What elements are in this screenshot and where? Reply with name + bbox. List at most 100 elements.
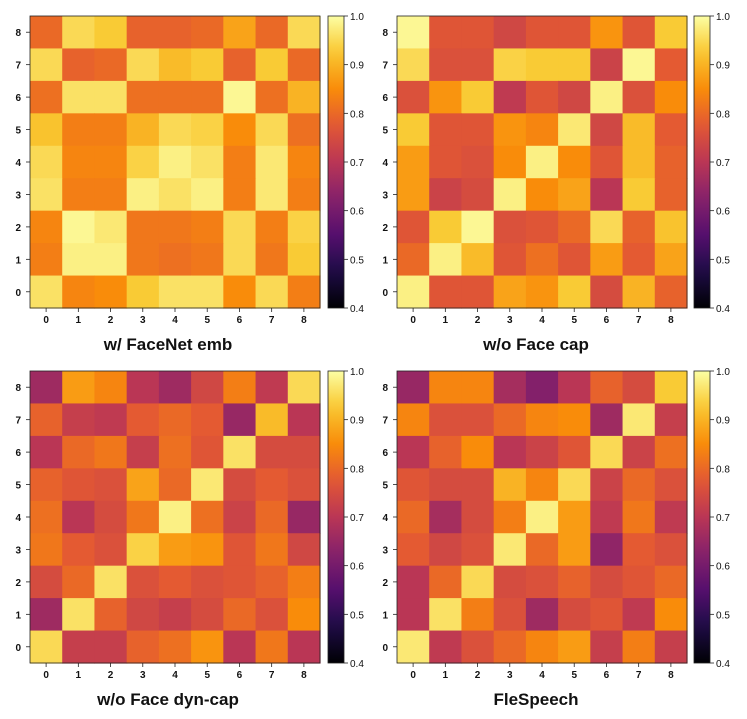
heatmap-cell: [255, 533, 289, 567]
heatmap-cell: [287, 16, 321, 50]
heatmap-cell: [287, 48, 321, 82]
heatmap-cell: [287, 630, 321, 664]
y-tick-label: 4: [15, 158, 21, 169]
heatmap-cells: [30, 16, 321, 309]
heatmap-cell: [461, 113, 495, 147]
x-tick-label: 2: [108, 670, 114, 681]
heatmap-cell: [525, 533, 559, 567]
heatmap-cell: [62, 565, 96, 599]
heatmap-cell: [461, 630, 495, 664]
y-tick-label: 5: [15, 481, 21, 492]
heatmap-cell: [558, 598, 591, 632]
heatmap-cell: [126, 80, 160, 114]
heatmap-cell: [126, 243, 160, 277]
heatmap-cell: [191, 598, 224, 632]
x-tick-label: 5: [204, 670, 210, 681]
heatmap-cell: [558, 565, 591, 599]
colorbar-tick-label: 0.4: [350, 659, 364, 670]
heatmap-cell: [654, 598, 688, 632]
heatmap-cell: [126, 403, 160, 437]
colorbar: [327, 15, 345, 309]
heatmap-cells: [397, 371, 688, 664]
heatmap-cell: [223, 598, 257, 632]
heatmap-cell: [255, 80, 289, 114]
heatmap-cell: [525, 243, 559, 277]
heatmap-cell: [62, 500, 96, 534]
heatmap-cell: [654, 565, 688, 599]
heatmap-cells: [397, 16, 688, 309]
colorbar-tick-label: 0.5: [716, 255, 730, 266]
heatmap-cell: [30, 500, 63, 534]
heatmap-cell: [429, 468, 463, 502]
heatmap-cell: [525, 598, 559, 632]
heatmap-cell: [158, 178, 192, 212]
heatmap-cell: [397, 275, 430, 309]
heatmap-cell: [654, 500, 688, 534]
heatmap-cell: [191, 500, 224, 534]
heatmap-cell: [397, 435, 430, 469]
heatmap-cell: [525, 435, 559, 469]
heatmap-cell: [525, 565, 559, 599]
heatmap-cell: [397, 210, 430, 244]
heatmap-cell: [287, 210, 321, 244]
heatmap-cell: [558, 533, 591, 567]
heatmap-cell: [223, 16, 257, 50]
y-tick-label: 1: [382, 255, 388, 266]
heatmap-cell: [429, 80, 463, 114]
heatmap-cell: [654, 275, 688, 309]
heatmap-cell: [622, 403, 656, 437]
heatmap-cell: [429, 630, 463, 664]
heatmap-cell: [223, 500, 257, 534]
heatmap-cell: [287, 403, 321, 437]
y-tick-label: 2: [15, 223, 21, 234]
colorbar-tick-label: 0.7: [350, 158, 364, 169]
heatmap-cell: [525, 275, 559, 309]
panel-title: FleSpeech: [493, 690, 578, 709]
heatmap-cell: [461, 210, 495, 244]
heatmap-cell: [30, 435, 63, 469]
heatmap-cell: [590, 565, 624, 599]
y-tick-label: 2: [15, 578, 21, 589]
colorbar-tick-label: 0.9: [716, 416, 730, 427]
heatmap-cell: [191, 113, 224, 147]
heatmap-cell: [493, 630, 527, 664]
heatmap-cell: [158, 243, 192, 277]
heatmap-cell: [62, 275, 96, 309]
heatmap-cell: [590, 178, 624, 212]
heatmap-cell: [62, 178, 96, 212]
heatmap-cell: [622, 435, 656, 469]
heatmap-cell: [191, 16, 224, 50]
heatmap-cell: [223, 275, 257, 309]
heatmap-cell: [94, 435, 128, 469]
heatmap-cell: [94, 113, 128, 147]
heatmap-cell: [461, 275, 495, 309]
heatmap-cell: [654, 16, 688, 50]
heatmap-cell: [62, 80, 96, 114]
heatmap-cell: [622, 598, 656, 632]
heatmap-cell: [654, 210, 688, 244]
heatmap-cell: [126, 145, 160, 179]
colorbar-tick-label: 0.6: [716, 207, 730, 218]
heatmap-cell: [622, 243, 656, 277]
y-tick-label: 3: [15, 190, 21, 201]
heatmap-cell: [429, 435, 463, 469]
x-tick-label: 6: [237, 670, 243, 681]
heatmap-cell: [558, 16, 591, 50]
heatmap-cell: [30, 630, 63, 664]
heatmap-cell: [30, 243, 63, 277]
heatmap-cell: [493, 145, 527, 179]
x-tick-label: 8: [668, 670, 674, 681]
y-tick-label: 1: [382, 610, 388, 621]
heatmap-cell: [558, 48, 591, 82]
heatmap-cell: [62, 468, 96, 502]
heatmap-cell: [493, 403, 527, 437]
heatmap-cell: [223, 210, 257, 244]
heatmap-cell: [429, 210, 463, 244]
heatmap-cell: [158, 371, 192, 405]
heatmap-cell: [62, 435, 96, 469]
heatmap-cell: [461, 243, 495, 277]
heatmap-cell: [558, 178, 591, 212]
heatmap-cell: [525, 145, 559, 179]
y-tick-label: 3: [15, 545, 21, 556]
heatmap-cell: [30, 275, 63, 309]
